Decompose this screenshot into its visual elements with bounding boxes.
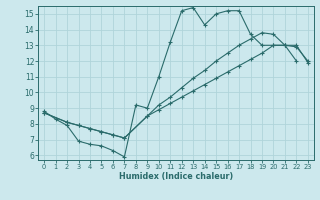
X-axis label: Humidex (Indice chaleur): Humidex (Indice chaleur) (119, 172, 233, 181)
